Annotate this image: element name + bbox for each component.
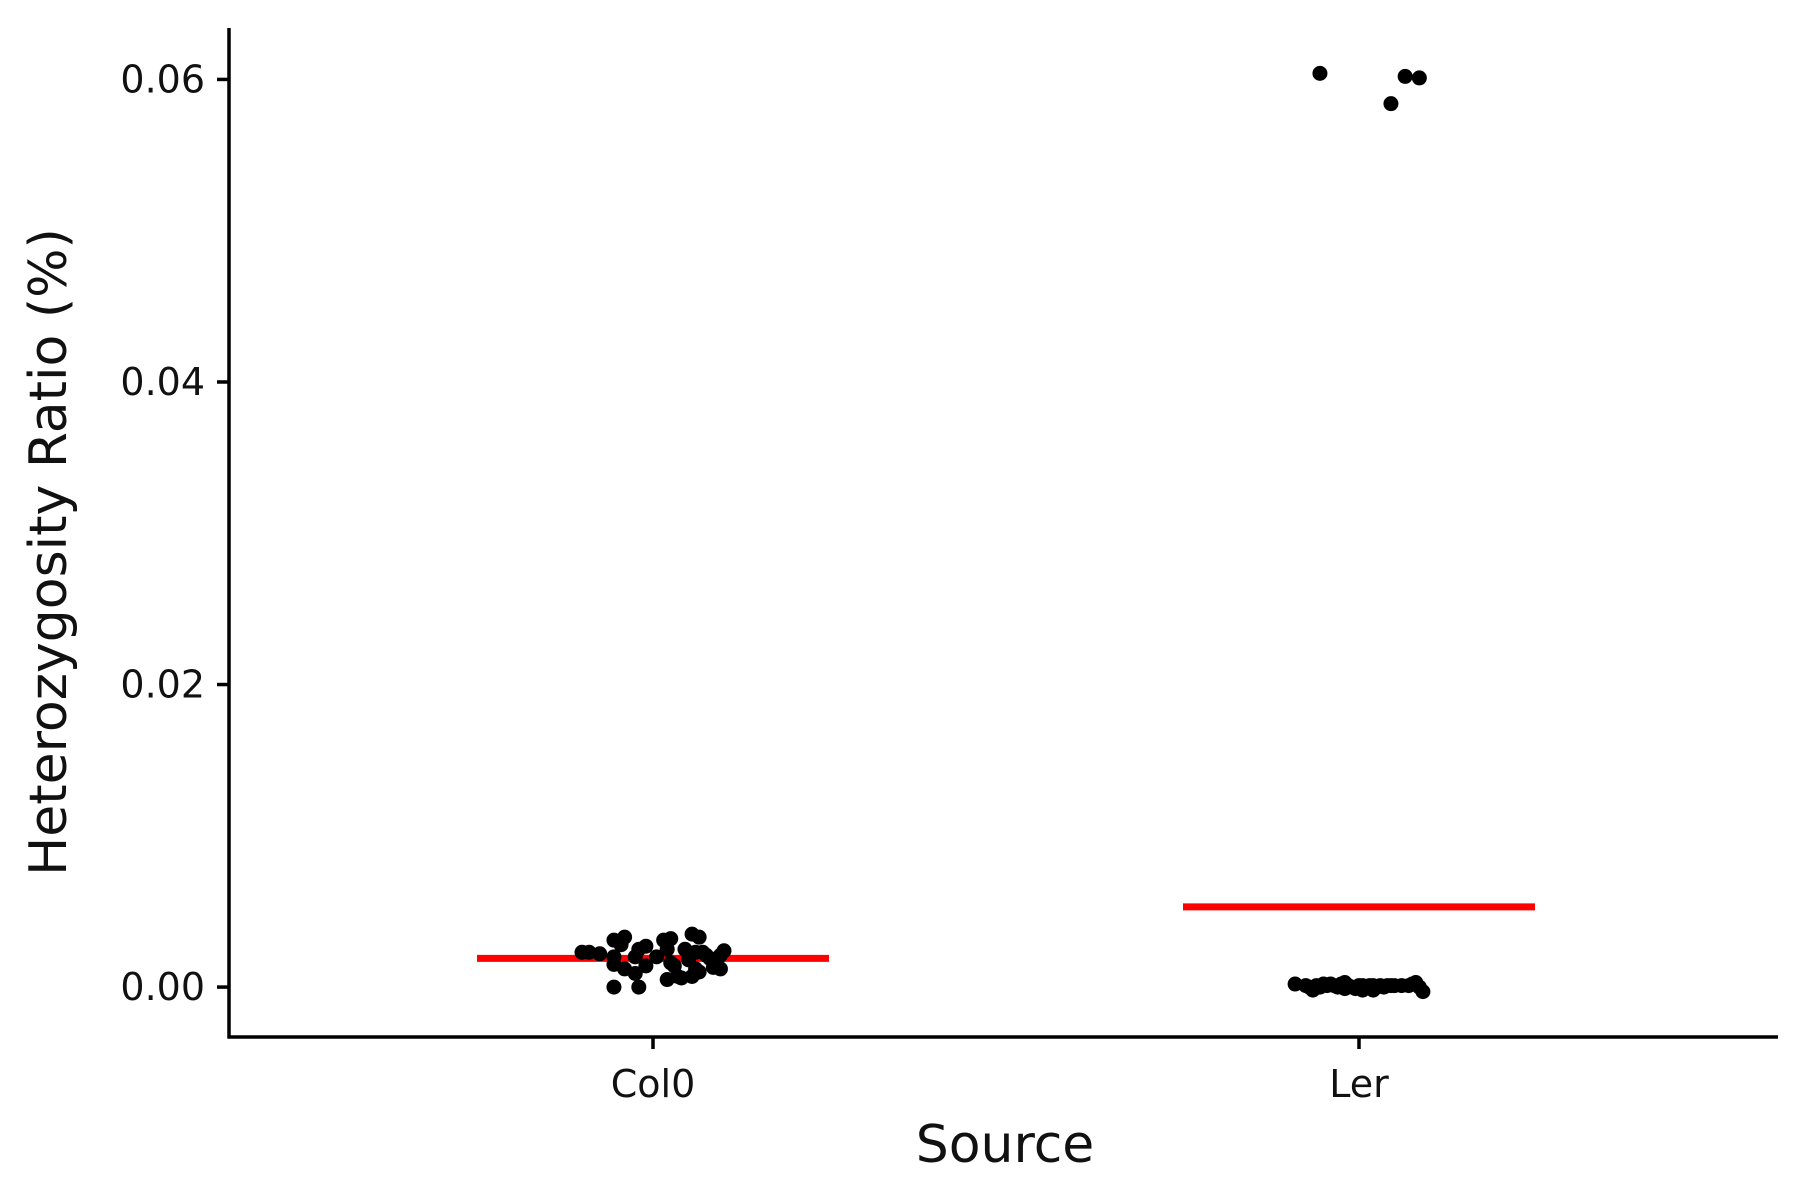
x-axis-title: Source — [916, 1115, 1095, 1175]
x-tick-label: Ler — [1329, 1062, 1389, 1106]
data-point — [663, 931, 679, 947]
y-axis-title: Heterozygosity Ratio (%) — [19, 228, 79, 876]
y-tick-label: 0.04 — [120, 360, 205, 404]
y-tick-label: 0.00 — [120, 965, 205, 1009]
y-tick-label: 0.02 — [120, 663, 205, 707]
data-point — [638, 958, 654, 974]
chart-marks — [477, 65, 1535, 1000]
data-point — [638, 938, 654, 954]
data-point — [691, 964, 707, 980]
data-point — [631, 979, 647, 995]
chart-axes: 0.00 0.02 0.04 0.06 Col0 Ler — [120, 28, 1778, 1106]
y-tick-label: 0.06 — [120, 57, 205, 101]
data-point — [627, 965, 643, 981]
data-point — [712, 961, 728, 977]
data-point — [592, 946, 608, 962]
x-tick-label: Col0 — [611, 1062, 696, 1106]
data-point — [1415, 984, 1431, 1000]
data-point — [1312, 65, 1328, 81]
data-point — [606, 979, 622, 995]
data-point — [617, 929, 633, 945]
data-point — [716, 943, 732, 959]
data-point — [1397, 68, 1413, 84]
data-point — [691, 929, 707, 945]
data-point — [1383, 96, 1399, 112]
data-point — [1411, 70, 1427, 86]
data-point — [649, 949, 665, 965]
